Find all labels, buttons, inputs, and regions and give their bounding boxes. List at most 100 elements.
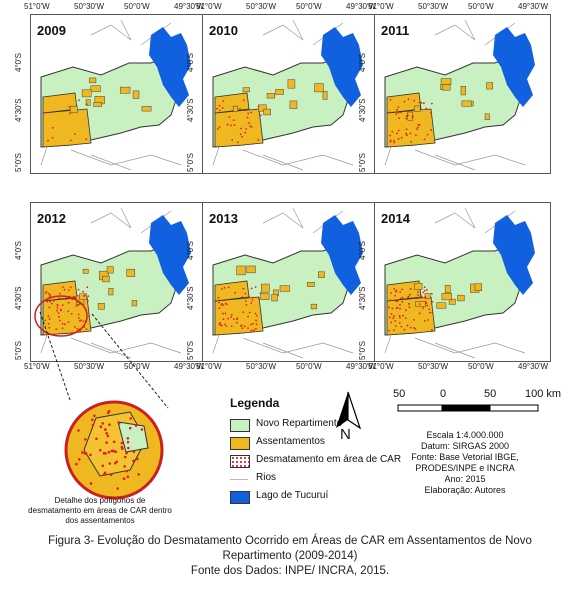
panel-year: 2014	[381, 211, 410, 226]
lake-tucurui	[149, 215, 191, 295]
map-info: Escala 1:4.000.000 Datum: SIRGAS 2000 Fo…	[390, 430, 540, 496]
lon-tick-label: 50°0'W	[124, 2, 150, 11]
scale-label: 100 km	[525, 388, 562, 400]
lon-tick-label: 49°30'W	[346, 2, 377, 11]
map-panel: 2012	[30, 202, 207, 362]
datum-text: Datum: SIRGAS 2000	[420, 441, 510, 451]
lat-tick-label: 4°30'S	[358, 286, 367, 310]
detail-caption: Detalhe dos polígonos de desmatamento em…	[20, 496, 180, 526]
lon-tick-label: 51°0'W	[24, 362, 50, 371]
figure-caption: Figura 3- Evolução do Desmatamento Ocorr…	[0, 534, 580, 579]
lon-tick-label: 51°0'W	[368, 362, 394, 371]
legend-swatch	[230, 479, 248, 480]
caption-line: Repartimento (2009-2014)	[222, 550, 358, 562]
scale-label: 50	[484, 388, 497, 400]
lat-tick-label: 4°0'S	[14, 53, 23, 72]
lake-tucurui	[493, 215, 535, 295]
lon-tick-label: 50°0'W	[468, 2, 494, 11]
map-panel: 2010	[202, 14, 379, 174]
scale-label: 0	[440, 388, 447, 400]
lat-tick-label: 5°0'S	[358, 153, 367, 172]
map-panel: 2013	[202, 202, 379, 362]
legend-title: Legenda	[230, 396, 280, 410]
lon-tick-label: 50°30'W	[246, 362, 277, 371]
legend-label: Desmatamento em área de CAR	[256, 454, 402, 465]
map-panel: 2011	[374, 14, 551, 174]
lat-tick-label: 4°30'S	[358, 98, 367, 122]
lake-tucurui	[493, 27, 535, 107]
lon-tick-label: 49°30'W	[518, 362, 549, 371]
legend-label: Rios	[256, 472, 277, 483]
lake-tucurui	[321, 27, 363, 107]
panel-year: 2011	[381, 23, 410, 38]
panel-year: 2013	[209, 211, 238, 226]
map-graphic	[212, 19, 363, 171]
lon-tick-label: 50°30'W	[418, 362, 449, 371]
lon-tick-label: 49°30'W	[518, 2, 549, 11]
detail-caption-line: Detalhe dos polígonos de	[54, 496, 146, 505]
lat-tick-label: 4°0'S	[186, 53, 195, 72]
lon-tick-label: 50°0'W	[296, 362, 322, 371]
lon-tick-label: 50°0'W	[296, 2, 322, 11]
north-arrow-icon	[336, 391, 362, 430]
scale-bar: 50 0 50 100 km	[390, 388, 565, 418]
scale-text: Escala 1:4.000.000	[426, 430, 504, 440]
lon-tick-label: 50°30'W	[74, 362, 105, 371]
detail-inset	[39, 311, 169, 500]
lake-tucurui	[149, 27, 191, 107]
caption-line: Figura 3- Evolução do Desmatamento Ocorr…	[48, 535, 532, 547]
map-graphic	[40, 19, 191, 171]
lat-tick-label: 5°0'S	[186, 153, 195, 172]
lat-tick-label: 4°0'S	[358, 53, 367, 72]
lon-tick-label: 50°30'W	[246, 2, 277, 11]
legend-label: Novo Repartimento	[256, 418, 343, 429]
lon-tick-label: 50°0'W	[124, 362, 150, 371]
map-graphic	[212, 207, 363, 359]
map-panel: 2009	[30, 14, 207, 174]
map-graphic	[384, 19, 535, 171]
author-text: Elaboração: Autores	[424, 485, 506, 495]
scale-graphic	[397, 404, 539, 412]
lon-tick-label: 51°0'W	[24, 2, 50, 11]
lon-tick-label: 51°0'W	[368, 2, 394, 11]
lon-tick-label: 49°30'W	[174, 2, 205, 11]
lon-tick-label: 51°0'W	[196, 2, 222, 11]
detail-caption-line: desmatamento em áreas de CAR dentro	[28, 506, 172, 515]
lat-tick-label: 4°30'S	[14, 98, 23, 122]
panel-year: 2009	[37, 23, 66, 38]
lon-tick-label: 49°30'W	[346, 362, 377, 371]
settlement-area	[386, 92, 422, 114]
lat-tick-label: 4°30'S	[186, 98, 195, 122]
map-graphic	[34, 207, 191, 359]
panel-year: 2010	[209, 23, 238, 38]
legend-label: Lago de Tucuruí	[256, 490, 329, 501]
lat-tick-label: 4°0'S	[358, 241, 367, 260]
source-text: Fonte: Base Vetorial IBGE,	[411, 452, 519, 462]
lat-tick-label: 4°0'S	[14, 241, 23, 260]
detail-caption-line: dos assentamentos	[65, 516, 135, 525]
lat-tick-label: 4°0'S	[186, 241, 195, 260]
settlement-area	[42, 108, 92, 148]
lake-tucurui	[321, 215, 363, 295]
caption-line: Fonte dos Dados: INPE/ INCRA, 2015.	[190, 565, 390, 577]
legend-swatch	[230, 437, 250, 450]
scale-label: 50	[393, 388, 406, 400]
settlement-area	[214, 280, 250, 302]
year-text: Ano: 2015	[444, 474, 486, 484]
lon-tick-label: 49°30'W	[174, 362, 205, 371]
legend-swatch	[230, 491, 250, 504]
legend-swatch	[230, 419, 250, 432]
settlement-area	[214, 108, 264, 148]
lon-tick-label: 50°30'W	[418, 2, 449, 11]
lat-tick-label: 5°0'S	[14, 153, 23, 172]
lon-tick-label: 50°30'W	[74, 2, 105, 11]
panel-year: 2012	[37, 211, 66, 226]
lon-tick-label: 50°0'W	[468, 362, 494, 371]
lat-tick-label: 5°0'S	[358, 341, 367, 360]
source-text-2: PRODES/INPE e INCRA	[415, 463, 515, 473]
north-label: N	[340, 426, 351, 443]
legend-label: Assentamentos	[256, 436, 325, 447]
map-graphic	[384, 207, 535, 359]
lon-tick-label: 51°0'W	[196, 362, 222, 371]
